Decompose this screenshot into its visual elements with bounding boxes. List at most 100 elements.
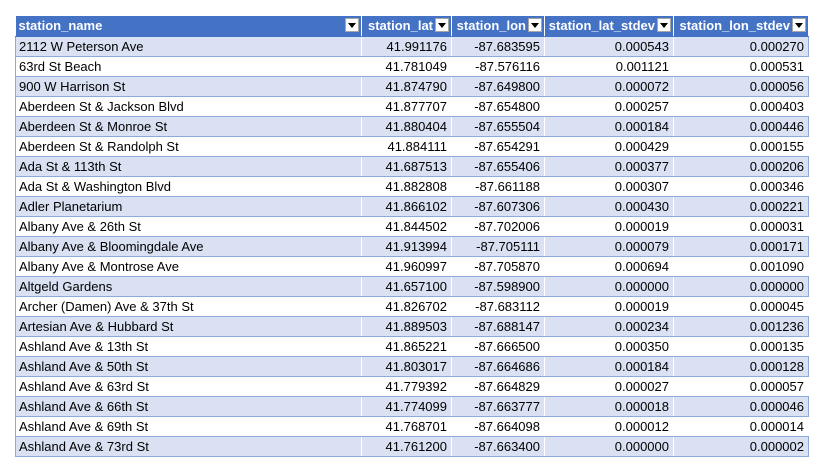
station-name-cell[interactable]: Ashland Ave & 13th St [15, 335, 362, 357]
station-lat-stdev-cell[interactable]: 0.000027 [544, 375, 674, 397]
station-lon-cell[interactable]: -87.654291 [451, 135, 545, 157]
station-lon-stdev-cell[interactable]: 0.000045 [673, 295, 809, 317]
station-lon-cell[interactable]: -87.683595 [451, 35, 545, 57]
station-lat-cell[interactable]: 41.960997 [361, 255, 452, 277]
station-lat-cell[interactable]: 41.781049 [361, 55, 452, 77]
station-lon-stdev-cell[interactable]: 0.000155 [673, 135, 809, 157]
station-name-cell[interactable]: Aberdeen St & Jackson Blvd [15, 95, 362, 117]
station-lat-stdev-cell[interactable]: 0.000000 [544, 435, 674, 457]
table-row[interactable]: Ashland Ave & 50th St 41.803017 -87.664686… [15, 355, 809, 377]
filter-dropdown-icon[interactable] [792, 18, 806, 32]
station-lat-cell[interactable]: 41.991176 [361, 35, 452, 57]
station-name-cell[interactable]: Ashland Ave & 69th St [15, 415, 362, 437]
table-row[interactable]: Albany Ave & Bloomingdale Ave 41.913994 -8… [15, 235, 809, 257]
station-lon-cell[interactable]: -87.664098 [451, 415, 545, 437]
station-lon-cell[interactable]: -87.655406 [451, 155, 545, 177]
station-lat-stdev-cell[interactable]: 0.000019 [544, 215, 674, 237]
station-lon-cell[interactable]: -87.661188 [451, 175, 545, 197]
station-name-cell[interactable]: Ashland Ave & 66th St [15, 395, 362, 417]
station-lat-stdev-cell[interactable]: 0.000257 [544, 95, 674, 117]
station-name-cell[interactable]: Altgeld Gardens [15, 275, 362, 297]
column-header-station-lon-stdev[interactable]: station_lon_stdev [673, 16, 809, 37]
station-lat-cell[interactable]: 41.880404 [361, 115, 452, 137]
station-name-cell[interactable]: Ada St & Washington Blvd [15, 175, 362, 197]
station-lon-stdev-cell[interactable]: 0.000002 [673, 435, 809, 457]
table-row[interactable]: Archer (Damen) Ave & 37th St 41.826702 -87… [15, 295, 809, 317]
station-lon-cell[interactable]: -87.688147 [451, 315, 545, 337]
station-lon-stdev-cell[interactable]: 0.001090 [673, 255, 809, 277]
station-name-cell[interactable]: Ashland Ave & 50th St [15, 355, 362, 377]
station-lat-stdev-cell[interactable]: 0.000012 [544, 415, 674, 437]
station-lat-cell[interactable]: 41.768701 [361, 415, 452, 437]
table-row[interactable]: Ashland Ave & 66th St 41.774099 -87.663777… [15, 395, 809, 417]
station-lon-stdev-cell[interactable]: 0.000346 [673, 175, 809, 197]
station-lat-stdev-cell[interactable]: 0.000429 [544, 135, 674, 157]
station-lat-stdev-cell[interactable]: 0.000019 [544, 295, 674, 317]
table-row[interactable]: Ashland Ave & 13th St 41.865221 -87.666500… [15, 335, 809, 357]
filter-dropdown-icon[interactable] [435, 18, 449, 32]
station-lat-stdev-cell[interactable]: 0.000307 [544, 175, 674, 197]
column-header-station-name[interactable]: station_name [15, 16, 362, 37]
station-lat-stdev-cell[interactable]: 0.000184 [544, 115, 674, 137]
station-lat-stdev-cell[interactable]: 0.000000 [544, 275, 674, 297]
station-lat-cell[interactable]: 41.761200 [361, 435, 452, 457]
filter-dropdown-icon[interactable] [528, 18, 542, 32]
station-name-cell[interactable]: Ashland Ave & 63rd St [15, 375, 362, 397]
station-lat-cell[interactable]: 41.866102 [361, 195, 452, 217]
station-name-cell[interactable]: Ashland Ave & 73rd St [15, 435, 362, 457]
table-row[interactable]: Ada St & Washington Blvd 41.882808 -87.661… [15, 175, 809, 197]
station-lon-cell[interactable]: -87.655504 [451, 115, 545, 137]
station-lon-cell[interactable]: -87.654800 [451, 95, 545, 117]
table-row[interactable]: Ashland Ave & 63rd St 41.779392 -87.664829… [15, 375, 809, 397]
station-lon-stdev-cell[interactable]: 0.000403 [673, 95, 809, 117]
station-lon-stdev-cell[interactable]: 0.000221 [673, 195, 809, 217]
station-name-cell[interactable]: Albany Ave & Bloomingdale Ave [15, 235, 362, 257]
station-lon-cell[interactable]: -87.702006 [451, 215, 545, 237]
station-lat-stdev-cell[interactable]: 0.000079 [544, 235, 674, 257]
table-row[interactable]: Adler Planetarium 41.866102 -87.607306 0.00… [15, 195, 809, 217]
station-lon-cell[interactable]: -87.666500 [451, 335, 545, 357]
station-lat-cell[interactable]: 41.889503 [361, 315, 452, 337]
station-lon-stdev-cell[interactable]: 0.000046 [673, 395, 809, 417]
station-lat-stdev-cell[interactable]: 0.000184 [544, 355, 674, 377]
station-lat-cell[interactable]: 41.882808 [361, 175, 452, 197]
station-lat-stdev-cell[interactable]: 0.000234 [544, 315, 674, 337]
station-lon-cell[interactable]: -87.663777 [451, 395, 545, 417]
station-lat-cell[interactable]: 41.826702 [361, 295, 452, 317]
station-lat-cell[interactable]: 41.874790 [361, 75, 452, 97]
station-lon-stdev-cell[interactable]: 0.000014 [673, 415, 809, 437]
station-lon-cell[interactable]: -87.664829 [451, 375, 545, 397]
station-lat-cell[interactable]: 41.803017 [361, 355, 452, 377]
station-name-cell[interactable]: 2112 W Peterson Ave [15, 35, 362, 57]
station-lon-stdev-cell[interactable]: 0.000057 [673, 375, 809, 397]
station-lon-stdev-cell[interactable]: 0.000171 [673, 235, 809, 257]
table-row[interactable]: 2112 W Peterson Ave 41.991176 -87.683595 0.… [15, 35, 809, 57]
filter-dropdown-icon[interactable] [657, 18, 671, 32]
station-lon-stdev-cell[interactable]: 0.001236 [673, 315, 809, 337]
station-name-cell[interactable]: Aberdeen St & Monroe St [15, 115, 362, 137]
column-header-station-lat[interactable]: station_lat [361, 16, 452, 37]
table-row[interactable]: Aberdeen St & Randolph St 41.884111 -87.65… [15, 135, 809, 157]
filter-dropdown-icon[interactable] [345, 18, 359, 32]
station-lon-stdev-cell[interactable]: 0.000531 [673, 55, 809, 77]
table-row[interactable]: 900 W Harrison St 41.874790 -87.649800 0.00… [15, 75, 809, 97]
station-lat-stdev-cell[interactable]: 0.000072 [544, 75, 674, 97]
station-lat-stdev-cell[interactable]: 0.000543 [544, 35, 674, 57]
table-row[interactable]: Artesian Ave & Hubbard St 41.889503 -87.68… [15, 315, 809, 337]
station-lon-cell[interactable]: -87.607306 [451, 195, 545, 217]
station-name-cell[interactable]: Archer (Damen) Ave & 37th St [15, 295, 362, 317]
station-lon-stdev-cell[interactable]: 0.000135 [673, 335, 809, 357]
station-lon-stdev-cell[interactable]: 0.000446 [673, 115, 809, 137]
table-row[interactable]: Aberdeen St & Monroe St 41.880404 -87.6555… [15, 115, 809, 137]
station-lat-stdev-cell[interactable]: 0.000694 [544, 255, 674, 277]
station-lon-cell[interactable]: -87.705870 [451, 255, 545, 277]
station-name-cell[interactable]: Artesian Ave & Hubbard St [15, 315, 362, 337]
table-row[interactable]: Albany Ave & 26th St 41.844502 -87.702006 0… [15, 215, 809, 237]
station-name-cell[interactable]: Ada St & 113th St [15, 155, 362, 177]
station-lon-stdev-cell[interactable]: 0.000270 [673, 35, 809, 57]
station-lon-cell[interactable]: -87.649800 [451, 75, 545, 97]
station-lat-cell[interactable]: 41.877707 [361, 95, 452, 117]
station-lat-cell[interactable]: 41.844502 [361, 215, 452, 237]
table-row[interactable]: Ashland Ave & 69th St 41.768701 -87.664098… [15, 415, 809, 437]
station-lon-cell[interactable]: -87.663400 [451, 435, 545, 457]
